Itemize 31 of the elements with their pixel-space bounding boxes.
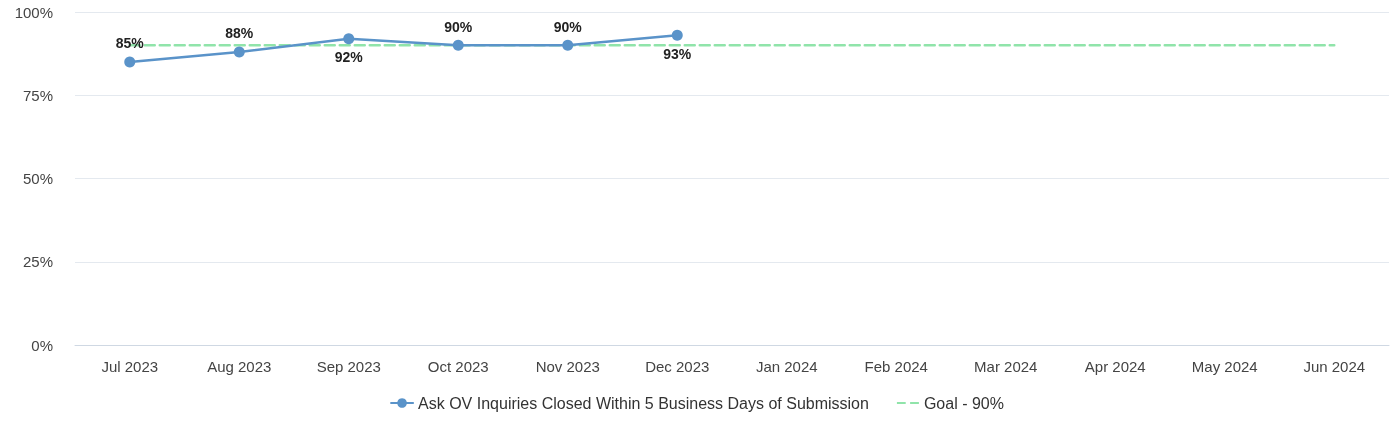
x-tick-label: Jun 2024	[1303, 358, 1366, 375]
x-tick-label: Jul 2023	[101, 358, 159, 375]
data-label: 93%	[663, 45, 692, 62]
x-tick-label: Mar 2024	[974, 358, 1038, 375]
point	[124, 56, 136, 68]
data-label: 85%	[115, 35, 145, 52]
point	[671, 29, 683, 41]
data-label: 88%	[225, 25, 254, 42]
x-tick-label: Dec 2023	[645, 358, 710, 375]
point	[562, 39, 574, 51]
data-label: 92%	[334, 49, 364, 66]
point	[233, 46, 245, 58]
y-tick-label: 75%	[22, 86, 53, 104]
legend-label: Goal - 90%	[923, 394, 1004, 412]
point	[343, 33, 355, 45]
x-tick-label: Aug 2023	[207, 358, 272, 375]
legend-label: Ask OV Inquiries Closed Within 5 Business Days of Submission	[418, 394, 869, 412]
x-tick-label: Jan 2024	[755, 358, 818, 375]
data-label: 90%	[444, 18, 473, 35]
x-tick-label: Sep 2023	[316, 358, 381, 375]
y-tick-label: 25%	[22, 253, 53, 271]
x-tick-label: May 2024	[1191, 358, 1258, 375]
x-tick-label: Oct 2023	[427, 358, 489, 375]
data-label: 90%	[553, 18, 583, 35]
point	[452, 39, 464, 51]
y-tick-label: 100%	[14, 3, 53, 21]
x-tick-label: Nov 2023	[535, 358, 600, 375]
y-tick-label: 0%	[31, 336, 53, 354]
x-tick-label: Apr 2024	[1084, 358, 1146, 375]
x-tick-label: Feb 2024	[864, 358, 928, 375]
y-tick-label: 50%	[22, 170, 53, 187]
